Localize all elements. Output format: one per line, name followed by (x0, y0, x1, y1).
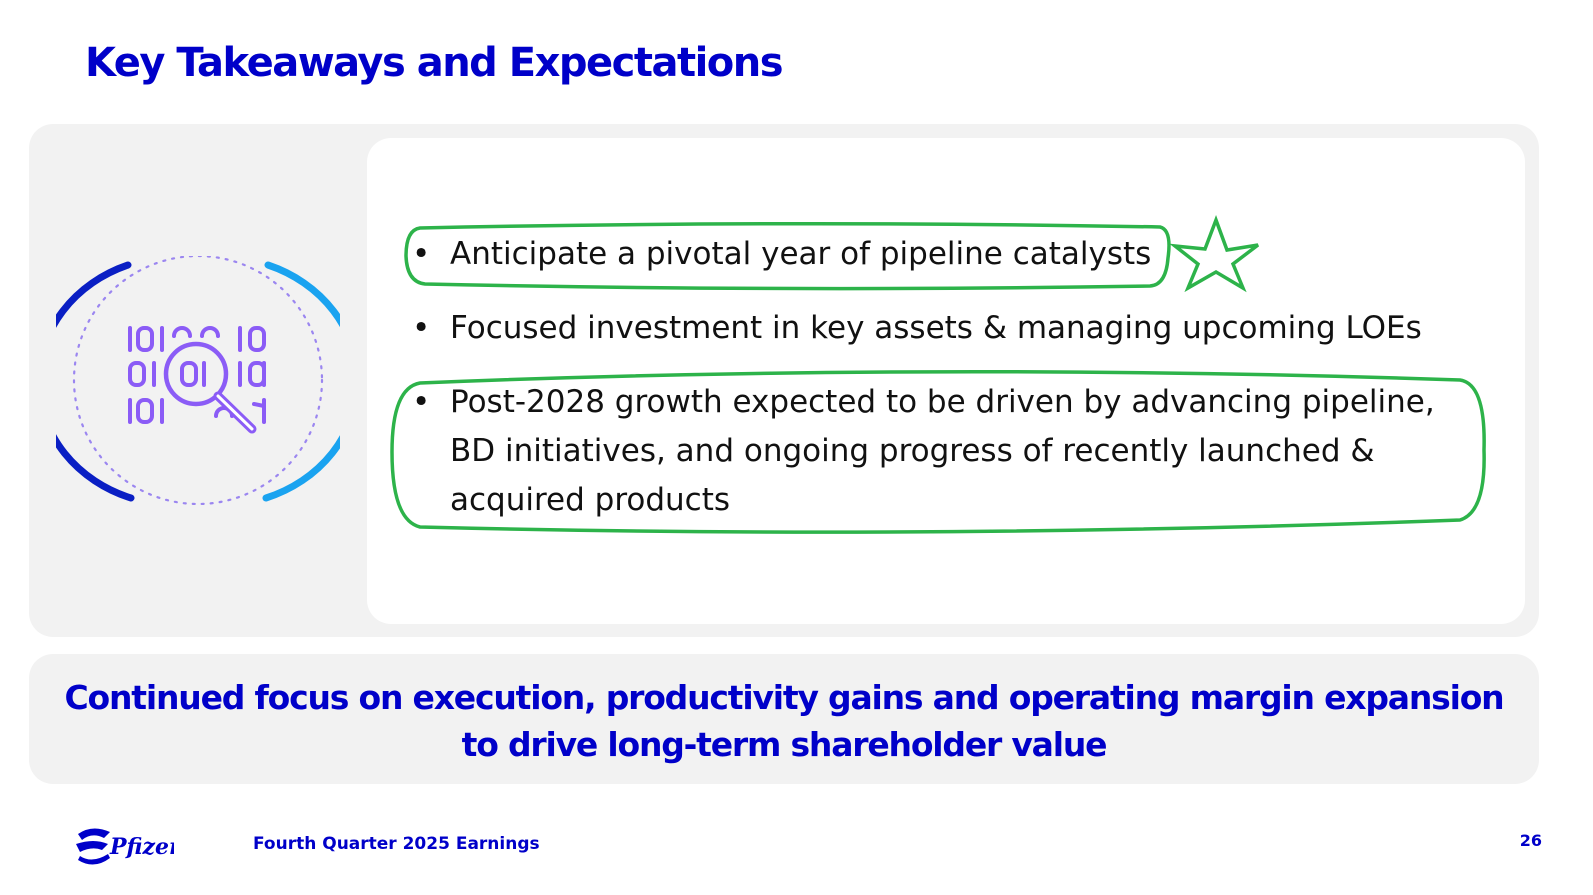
bullet-dot: • (412, 384, 431, 420)
summary-text: Continued focus on execution, productivi… (29, 674, 1539, 768)
bullet-text-line-2: BD initiatives, and ongoing progress of … (450, 433, 1375, 469)
slide-title: Key Takeaways and Expectations (85, 40, 784, 86)
pfizer-logo-icon: Pfizer (76, 828, 182, 865)
takeaways-list: • Anticipate a pivotal year of pipeline … (412, 230, 1492, 525)
bullet-text-line-3: acquired products (450, 482, 731, 518)
page-number: 26 (1519, 831, 1542, 850)
bullet-text-line-1: Post-2028 growth expected to be driven b… (450, 384, 1435, 420)
summary-line-1: Continued focus on execution, productivi… (64, 678, 1505, 717)
logo-wordmark: Pfizer (109, 834, 174, 860)
bullet-dot: • (412, 310, 431, 346)
list-item: • Post-2028 growth expected to be driven… (412, 378, 1492, 525)
bullet-text: Anticipate a pivotal year of pipeline ca… (450, 236, 1152, 272)
pfizer-logo: Pfizer (74, 824, 182, 873)
list-item: • Focused investment in key assets & man… (412, 304, 1492, 353)
bullet-dot: • (412, 236, 431, 272)
summary-line-2: to drive long-term shareholder value (461, 725, 1108, 764)
footer-label: Fourth Quarter 2025 Earnings (253, 834, 540, 854)
bullet-text: Focused investment in key assets & manag… (450, 310, 1422, 346)
data-search-icon (35, 254, 362, 508)
list-item: • Anticipate a pivotal year of pipeline … (412, 230, 1492, 279)
summary-banner (29, 654, 1539, 784)
